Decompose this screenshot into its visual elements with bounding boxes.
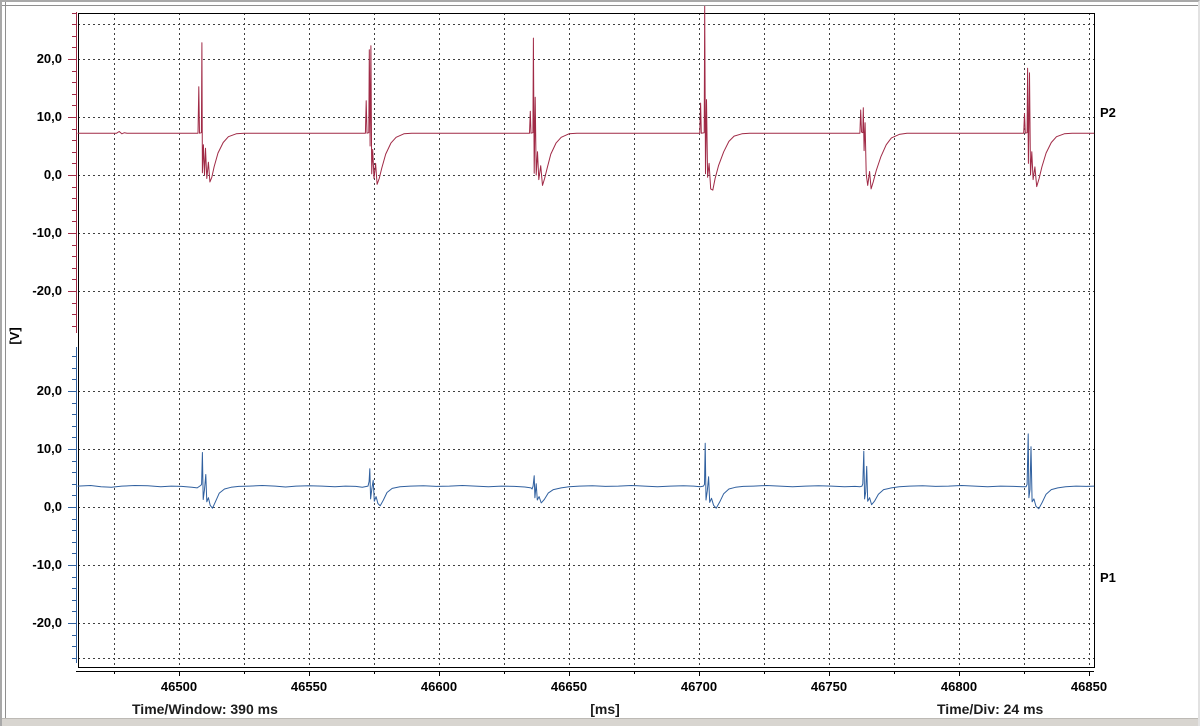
y-tick-label-p1: -20,0 (32, 615, 62, 630)
x-tick-label: 46500 (160, 679, 198, 694)
y-tick-label-p2: 10,0 (36, 109, 62, 124)
x-tick-label: 46550 (290, 679, 328, 694)
grid-vertical (114, 13, 1090, 667)
y-tick-label-p1: -10,0 (32, 557, 62, 572)
x-tick-label: 46850 (1070, 679, 1108, 694)
y-tick-label-p2: 0,0 (43, 167, 62, 182)
y-rail-p2 (68, 12, 77, 333)
y-tick-label-p1: 0,0 (43, 499, 62, 514)
y-tick-label-p2: -10,0 (32, 225, 62, 240)
window-frame-left-edge (5, 2, 6, 726)
y-axis-unit-label: [V] (7, 327, 22, 345)
y-tick-label-p2: -20,0 (32, 283, 62, 298)
x-tick-label: 46650 (550, 679, 588, 694)
time-div-label: Time/Div: 24 ms (937, 701, 1044, 717)
time-window-label: Time/Window: 390 ms (132, 701, 278, 717)
plot-border (78, 13, 1095, 668)
channel-p2-label: P2 (1100, 105, 1116, 120)
x-tick-label: 46750 (810, 679, 848, 694)
window-frame-bottom-strip (2, 718, 1198, 726)
window-frame-top-edge (2, 5, 1198, 6)
y-tick-label-p1: 10,0 (36, 441, 62, 456)
x-axis-unit-label: [ms] (590, 701, 620, 717)
trace-p2 (77, 5, 1095, 191)
channel-p1-label: P1 (1100, 570, 1116, 585)
y-tick-label-p2: 20,0 (36, 51, 62, 66)
y-tick-label-p1: 20,0 (36, 383, 62, 398)
x-tick-label: 46700 (680, 679, 718, 694)
x-tick-label: 46600 (420, 679, 458, 694)
x-tick-label: 46800 (940, 679, 978, 694)
grid-horizontal (78, 24, 1094, 659)
trace-p1 (77, 433, 1095, 510)
x-axis (76, 671, 1094, 676)
y-rail-p1 (68, 347, 77, 663)
